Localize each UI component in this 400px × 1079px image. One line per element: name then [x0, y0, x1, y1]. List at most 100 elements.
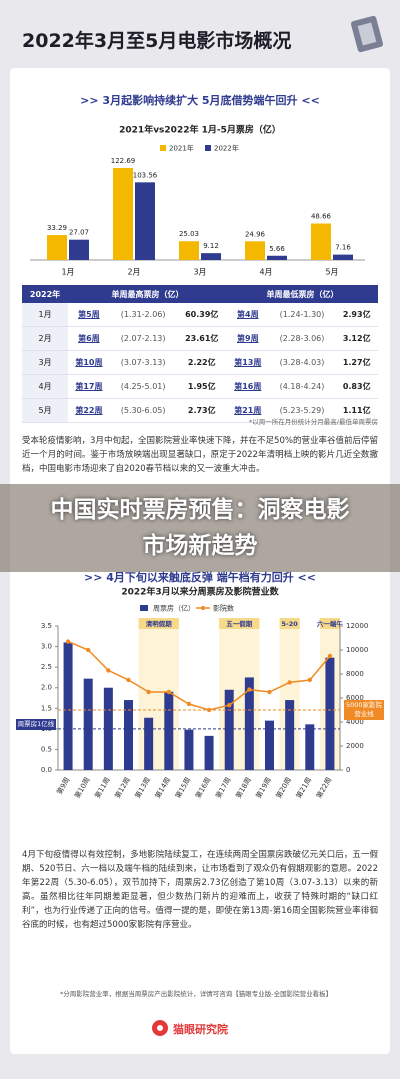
- film-icon: [350, 15, 384, 53]
- table-cell: 4月: [22, 374, 69, 399]
- bar: [245, 241, 265, 260]
- x-tick-label: 第22周: [314, 776, 333, 800]
- table-cell: 3.12亿: [335, 326, 378, 351]
- table-cell: (5.23-5.29): [268, 398, 336, 423]
- bar: [63, 642, 73, 770]
- line-point: [247, 687, 252, 692]
- line-point: [106, 668, 111, 673]
- x-tick-label: 4月: [259, 268, 272, 277]
- bar: [83, 678, 93, 770]
- bar: [325, 657, 335, 770]
- bar: [224, 689, 234, 770]
- y-tick-label: 0.5: [41, 745, 52, 753]
- value-label: 122.69: [111, 157, 136, 165]
- line-point: [146, 689, 151, 695]
- bar: [285, 700, 295, 770]
- x-tick-label: 第15周: [173, 776, 192, 800]
- bar: [69, 239, 89, 260]
- bar: [267, 255, 287, 260]
- line-point: [287, 680, 292, 685]
- bar: [124, 700, 133, 770]
- table-cell: (4.18-4.24): [268, 374, 336, 399]
- logo-icon: [152, 1020, 168, 1036]
- y-tick-label: 3.0: [41, 643, 52, 651]
- bar: [265, 720, 274, 770]
- line-point: [166, 689, 171, 695]
- value-label: 7.16: [335, 244, 351, 252]
- table-cell: 第22周: [68, 398, 110, 423]
- table-cell: 60.39亿: [176, 303, 227, 327]
- table-cell: 第4周: [226, 303, 269, 327]
- value-label: 9.12: [203, 242, 219, 250]
- bar: [244, 677, 254, 770]
- value-label: 5.66: [269, 245, 285, 253]
- y-tick-label: 2.0: [41, 684, 52, 692]
- line-point: [267, 689, 272, 695]
- line-point: [86, 647, 91, 653]
- bar: [305, 724, 315, 770]
- value-label: 33.29: [47, 224, 67, 232]
- x-tick-label: 3月: [193, 268, 206, 277]
- table-cell: 第17周: [68, 374, 110, 399]
- y2-tick-label: 10000: [346, 646, 368, 654]
- bar: [201, 253, 221, 260]
- table-cell: 1.95亿: [176, 374, 227, 399]
- section-title: >> 3月起影响持续扩大 5月底借势端午回升 <<: [80, 94, 320, 107]
- table-cell: 2.93亿: [335, 303, 378, 327]
- x-tick-label: 第11周: [93, 776, 112, 800]
- legend-label: 2021年: [169, 144, 194, 153]
- table-row: 3月 第10周 (3.07-3.13) 2.22亿 第13周 (3.28-4.03) 1.2…: [22, 350, 378, 375]
- table-cell: 第9周: [226, 326, 269, 351]
- table-cell: (4.25-5.01): [109, 374, 177, 399]
- line-point: [307, 677, 312, 683]
- line-point: [186, 701, 192, 707]
- overlay-title: 中国实时票房预售：洞察电影市场新趋势: [50, 497, 350, 559]
- bar: [144, 717, 154, 770]
- annotation: 六一端午: [317, 619, 344, 628]
- bar: [184, 729, 194, 770]
- table-cell: 2月: [22, 326, 69, 351]
- table-cell: (2.07-2.13): [109, 326, 177, 351]
- annotation-box: [319, 618, 340, 629]
- x-tick-label: 第10周: [72, 776, 91, 800]
- table-cell: 2.73亿: [176, 398, 227, 423]
- table-cell: 第5周: [68, 303, 110, 327]
- value-label: 48.66: [311, 213, 332, 221]
- paragraph: 受本轮疫情影响，3月中旬起，全国影院营业率快速下降，并在不足50%的营业率谷值前…: [22, 436, 378, 474]
- table-cell: 1月: [22, 303, 69, 327]
- x-tick-label: 第13周: [133, 776, 152, 800]
- line: [67, 640, 331, 711]
- footnote: *分周影院营业率，根据当周票房产出影院统计，详情可咨询【猫眼专业版-全国影院营业…: [60, 990, 333, 998]
- x-tick-label: 2月: [127, 268, 140, 277]
- x-tick-label: 第14周: [153, 776, 172, 800]
- table-row: 1月 第5周 (1.31-2.06) 60.39亿 第4周 (1.24-1.30) 2.93…: [22, 303, 378, 327]
- table-row: 5月 第22周 (5.30-6.05) 2.73亿 第21周 (5.23-5.29) 1.1…: [22, 398, 378, 423]
- x-tick-label: 5月: [325, 268, 338, 277]
- bar: [311, 223, 331, 260]
- table-cell: (3.07-3.13): [109, 350, 177, 375]
- chart-title: 2022年3月以来分周票房及影院营业数: [121, 586, 279, 598]
- table-cell: 2.22亿: [176, 350, 227, 375]
- value-label: 24.96: [245, 230, 266, 238]
- value-label: 103.56: [133, 171, 158, 179]
- table-cell: (1.24-1.30): [268, 303, 336, 327]
- x-tick-label: 第12周: [113, 776, 132, 800]
- bar: [164, 691, 174, 770]
- bar: [135, 182, 155, 260]
- legend-swatch: [205, 145, 211, 151]
- legend-swatch: [140, 605, 148, 611]
- table-cell: 3月: [22, 350, 69, 375]
- table-cell: (5.30-6.05): [109, 398, 177, 423]
- legend-label: 周票房（亿）: [153, 604, 195, 613]
- table-cell: (2.28-3.06): [268, 326, 336, 351]
- line-point: [227, 703, 232, 708]
- x-tick-label: 第16周: [193, 776, 212, 800]
- chart: 2021年vs2022年 1月-5月票房（亿） 2021年 2022年 1月 33.29…: [30, 124, 365, 277]
- x-tick-label: 第19周: [254, 776, 273, 800]
- legend-swatch: [160, 145, 166, 151]
- footer-brand: 猫眼研究院: [173, 1023, 228, 1036]
- bar: [113, 168, 133, 260]
- table-cell: 1.11亿: [335, 398, 378, 423]
